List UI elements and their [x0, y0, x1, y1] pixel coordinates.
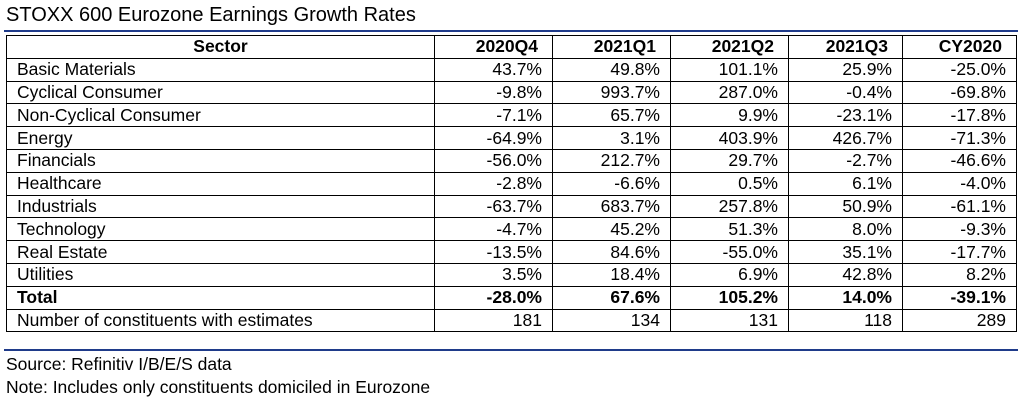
table-title: STOXX 600 Eurozone Earnings Growth Rates — [6, 4, 416, 26]
value-cell: 131 — [670, 308, 789, 333]
table-row: Real Estate -13.5% 84.6% -55.0% 35.1% -17.7% — [6, 240, 1017, 264]
value-cell: -0.4% — [788, 80, 903, 105]
value-cell: -9.8% — [434, 80, 553, 105]
header-sector: Sector — [6, 35, 435, 59]
value-cell: 993.7% — [552, 80, 671, 105]
value-cell: 181 — [434, 308, 553, 333]
value-cell: -28.0% — [434, 285, 553, 310]
value-cell: 118 — [788, 308, 903, 333]
constituents-row: Number of constituents with estimates 181… — [6, 308, 1017, 333]
table-row: Basic Materials 43.7% 49.8% 101.1% 25.9% -25.… — [6, 57, 1017, 82]
header-2020q4: 2020Q4 — [434, 35, 553, 59]
header-row: Sector 2020Q4 2021Q1 2021Q2 2021Q3 CY202… — [6, 35, 1017, 59]
value-cell: 84.6% — [552, 240, 671, 264]
value-cell: -7.1% — [434, 103, 553, 128]
value-cell: -17.8% — [902, 103, 1017, 128]
value-cell: -23.1% — [788, 103, 903, 128]
header-cy2020: CY2020 — [902, 35, 1017, 59]
value-cell: 6.9% — [670, 262, 789, 287]
value-cell: 289 — [902, 308, 1017, 333]
value-cell: 25.9% — [788, 57, 903, 82]
value-cell: -2.8% — [434, 171, 553, 196]
value-cell: -17.7% — [902, 240, 1017, 264]
value-cell: 287.0% — [670, 80, 789, 105]
value-cell: 67.6% — [552, 285, 671, 310]
value-cell: 51.3% — [670, 217, 789, 242]
value-cell: 134 — [552, 308, 671, 333]
value-cell: 45.2% — [552, 217, 671, 242]
earnings-table: Sector 2020Q4 2021Q1 2021Q2 2021Q3 CY202… — [6, 35, 1017, 333]
value-cell: 42.8% — [788, 262, 903, 287]
sector-label: Number of constituents with estimates — [6, 308, 435, 333]
value-cell: 3.1% — [552, 126, 671, 150]
table-row: Utilities 3.5% 18.4% 6.9% 42.8% 8.2% — [6, 262, 1017, 287]
table-row: Non-Cyclical Consumer -7.1% 65.7% 9.9% -23.1… — [6, 103, 1017, 128]
top-rule — [4, 30, 1018, 32]
value-cell: 426.7% — [788, 126, 903, 150]
value-cell: 14.0% — [788, 285, 903, 310]
table-row: Industrials -63.7% 683.7% 257.8% 50.9% -61.1% — [6, 194, 1017, 219]
sector-label: Utilities — [6, 262, 435, 287]
value-cell: 101.1% — [670, 57, 789, 82]
value-cell: 65.7% — [552, 103, 671, 128]
footnote: Note: Includes only constituents domicil… — [6, 377, 431, 397]
header-2021q3: 2021Q3 — [788, 35, 903, 59]
sector-label: Total — [6, 285, 435, 310]
value-cell: -55.0% — [670, 240, 789, 264]
value-cell: -61.1% — [902, 194, 1017, 219]
table-row: Cyclical Consumer -9.8% 993.7% 287.0% -0.4% -… — [6, 80, 1017, 105]
value-cell: 8.2% — [902, 262, 1017, 287]
value-cell: -63.7% — [434, 194, 553, 219]
table-row: Healthcare -2.8% -6.6% 0.5% 6.1% -4.0% — [6, 171, 1017, 196]
value-cell: 3.5% — [434, 262, 553, 287]
header-2021q1: 2021Q1 — [552, 35, 671, 59]
value-cell: -6.6% — [552, 171, 671, 196]
value-cell: -64.9% — [434, 126, 553, 150]
sector-label: Financials — [6, 148, 435, 173]
table-row: Technology -4.7% 45.2% 51.3% 8.0% -9.3% — [6, 217, 1017, 242]
value-cell: -71.3% — [902, 126, 1017, 150]
value-cell: 8.0% — [788, 217, 903, 242]
sector-label: Technology — [6, 217, 435, 242]
value-cell: -69.8% — [902, 80, 1017, 105]
value-cell: 35.1% — [788, 240, 903, 264]
table-body: Basic Materials 43.7% 49.8% 101.1% 25.9% -25.… — [6, 57, 1017, 333]
value-cell: 403.9% — [670, 126, 789, 150]
sector-label: Healthcare — [6, 171, 435, 196]
value-cell: -9.3% — [902, 217, 1017, 242]
value-cell: -4.0% — [902, 171, 1017, 196]
value-cell: -13.5% — [434, 240, 553, 264]
value-cell: 6.1% — [788, 171, 903, 196]
value-cell: -39.1% — [902, 285, 1017, 310]
value-cell: 29.7% — [670, 148, 789, 173]
bottom-rule — [4, 349, 1018, 351]
value-cell: 50.9% — [788, 194, 903, 219]
sector-label: Cyclical Consumer — [6, 80, 435, 105]
sector-label: Real Estate — [6, 240, 435, 264]
header-2021q2: 2021Q2 — [670, 35, 789, 59]
sector-label: Energy — [6, 126, 435, 150]
value-cell: -2.7% — [788, 148, 903, 173]
value-cell: 43.7% — [434, 57, 553, 82]
value-cell: 212.7% — [552, 148, 671, 173]
total-row: Total -28.0% 67.6% 105.2% 14.0% -39.1% — [6, 285, 1017, 310]
table-row: Financials -56.0% 212.7% 29.7% -2.7% -46.6% — [6, 148, 1017, 173]
value-cell: 18.4% — [552, 262, 671, 287]
value-cell: -56.0% — [434, 148, 553, 173]
value-cell: 105.2% — [670, 285, 789, 310]
source-note: Source: Refinitiv I/B/E/S data — [6, 354, 232, 374]
value-cell: -46.6% — [902, 148, 1017, 173]
value-cell: -4.7% — [434, 217, 553, 242]
value-cell: 257.8% — [670, 194, 789, 219]
value-cell: 683.7% — [552, 194, 671, 219]
value-cell: 49.8% — [552, 57, 671, 82]
value-cell: 9.9% — [670, 103, 789, 128]
sector-label: Industrials — [6, 194, 435, 219]
sector-label: Non-Cyclical Consumer — [6, 103, 435, 128]
table-row: Energy -64.9% 3.1% 403.9% 426.7% -71.3% — [6, 126, 1017, 150]
sector-label: Basic Materials — [6, 57, 435, 82]
value-cell: -25.0% — [902, 57, 1017, 82]
value-cell: 0.5% — [670, 171, 789, 196]
